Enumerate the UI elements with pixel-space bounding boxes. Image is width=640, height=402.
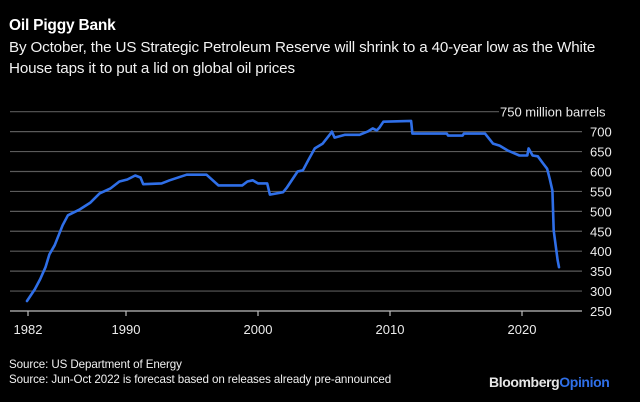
y-tick-label: 400 <box>590 244 612 259</box>
series-line <box>25 119 561 303</box>
forecast-note: Source: Jun-Oct 2022 is forecast based o… <box>9 373 392 386</box>
y-tick-label: 650 <box>590 145 612 160</box>
y-tick-label: 550 <box>590 184 612 199</box>
brand-accent: Opinion <box>559 374 610 390</box>
x-tick-label: 2000 <box>244 322 273 337</box>
y-tick-label: 700 <box>590 125 612 140</box>
chart-title: Oil Piggy Bank <box>9 17 116 34</box>
y-tick-label: 750 million barrels <box>500 105 606 120</box>
source-note: Source: US Department of Energy <box>9 358 182 371</box>
y-tick-label: 500 <box>590 204 612 219</box>
y-tick-label: 250 <box>590 304 612 319</box>
gridlines <box>10 111 582 292</box>
brand-main: Bloomberg <box>489 374 560 390</box>
x-tick-label: 2020 <box>508 322 537 337</box>
chart-footer: Source: US Department of Energy Source: … <box>9 357 391 387</box>
y-tick-label: 300 <box>590 284 612 299</box>
y-tick-label: 450 <box>590 224 612 239</box>
bloomberg-opinion-logo: BloombergOpinion <box>489 374 610 390</box>
x-axis: 1982 1990 2000 2010 2020 <box>10 310 582 337</box>
chart-subtitle: By October, the US Strategic Petroleum R… <box>9 39 596 77</box>
y-tick-label: 350 <box>590 264 612 279</box>
x-tick-label: 1982 <box>14 322 43 337</box>
x-tick-label: 2010 <box>376 322 405 337</box>
y-axis-labels: 250 300 350 400 450 500 550 600 650 700 750 millio… <box>500 105 612 319</box>
series-group <box>25 119 561 303</box>
x-tick-label: 1990 <box>112 322 141 337</box>
y-tick-label: 600 <box>590 164 612 179</box>
line-chart: 250 300 350 400 450 500 550 600 650 700 750 millio… <box>10 105 612 337</box>
